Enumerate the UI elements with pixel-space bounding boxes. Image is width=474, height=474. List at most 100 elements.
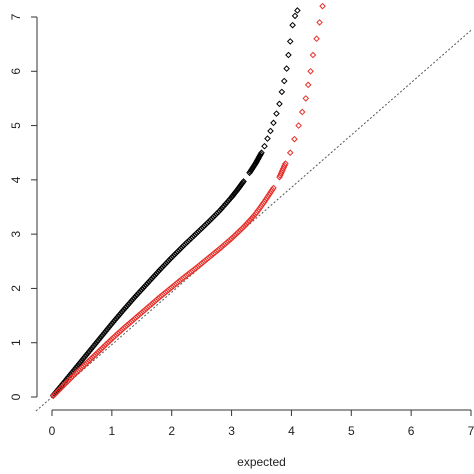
data-point <box>286 149 294 157</box>
data-point <box>55 385 62 393</box>
data-point <box>87 346 95 353</box>
data-point <box>298 108 306 116</box>
data-point <box>96 335 104 342</box>
data-point <box>238 225 246 232</box>
data-point <box>307 67 314 75</box>
data-point <box>220 202 228 210</box>
data-point <box>247 215 255 223</box>
data-point <box>65 377 72 384</box>
data-point <box>102 327 110 335</box>
y-tick-label: 5 <box>9 122 23 129</box>
data-point <box>135 289 143 297</box>
data-point <box>295 122 302 129</box>
data-point <box>157 265 165 272</box>
x-tick-label: 6 <box>408 424 415 438</box>
data-point <box>122 304 129 312</box>
y-tick-label: 4 <box>9 176 23 183</box>
data-point <box>107 322 114 329</box>
y-tick-label: 0 <box>9 393 23 400</box>
data-point <box>285 51 292 59</box>
data-point <box>269 186 276 194</box>
y-tick-label: 1 <box>9 339 23 346</box>
x-tick-label: 3 <box>228 424 235 438</box>
reference-line <box>35 29 472 412</box>
data-point <box>68 374 75 381</box>
y-tick-label: 2 <box>9 285 23 292</box>
data-point <box>110 318 117 326</box>
data-point <box>270 119 277 127</box>
data-point <box>280 77 288 85</box>
data-point <box>63 378 71 386</box>
data-point <box>52 388 60 396</box>
data-point <box>169 252 177 260</box>
data-point <box>175 246 183 254</box>
data-point <box>174 248 182 255</box>
data-point <box>291 135 298 143</box>
data-point <box>92 340 99 348</box>
series-layer <box>49 2 326 400</box>
data-point <box>217 205 225 213</box>
data-point <box>136 287 144 295</box>
data-point <box>141 282 149 290</box>
x-tick-label: 0 <box>49 424 56 438</box>
data-point <box>145 278 153 285</box>
data-point <box>264 135 271 142</box>
x-axis-label: expected <box>237 455 286 469</box>
data-point <box>283 65 290 72</box>
data-point <box>81 353 89 361</box>
data-point <box>90 342 98 350</box>
data-point <box>66 375 74 383</box>
data-point <box>270 184 277 192</box>
series-2 <box>49 2 326 400</box>
data-point <box>147 276 155 284</box>
data-point <box>240 223 247 231</box>
data-point <box>69 372 77 380</box>
x-tick-label: 2 <box>168 424 175 438</box>
series-1 <box>49 7 301 399</box>
data-point <box>156 266 164 274</box>
data-point <box>258 149 265 157</box>
data-point <box>291 12 299 20</box>
data-point <box>163 258 171 266</box>
y-tick-label: 6 <box>9 68 23 75</box>
x-tick-label: 5 <box>348 424 355 438</box>
data-point <box>150 273 158 280</box>
data-point <box>77 358 84 366</box>
x-axis-ticks: 0 1 2 3 4 5 6 7 <box>49 410 474 438</box>
data-point <box>80 355 87 362</box>
data-point <box>84 349 92 357</box>
data-point <box>98 333 105 340</box>
data-point <box>71 371 78 378</box>
data-point <box>210 213 217 221</box>
data-point <box>160 261 168 269</box>
data-point <box>168 254 176 261</box>
data-point <box>120 306 128 313</box>
data-point <box>105 324 113 331</box>
data-point <box>177 245 185 252</box>
data-point <box>144 279 152 287</box>
data-point <box>78 357 86 364</box>
data-point <box>154 268 162 275</box>
data-point <box>204 219 211 227</box>
data-point <box>159 263 167 271</box>
data-point <box>225 197 232 204</box>
data-point <box>139 284 147 292</box>
data-point <box>114 313 122 320</box>
x-tick-label: 4 <box>288 424 295 438</box>
data-point <box>133 291 141 298</box>
data-point <box>111 316 119 324</box>
data-point <box>104 325 111 333</box>
x-tick-label: 7 <box>468 424 474 438</box>
data-point <box>129 296 137 303</box>
data-point <box>53 387 61 394</box>
data-point <box>302 95 310 102</box>
data-point <box>246 217 253 224</box>
data-point <box>223 199 231 206</box>
data-point <box>101 329 108 337</box>
data-point <box>276 100 283 108</box>
data-point <box>116 311 123 319</box>
data-point <box>216 207 223 215</box>
data-point <box>165 257 173 264</box>
data-point <box>202 220 210 228</box>
